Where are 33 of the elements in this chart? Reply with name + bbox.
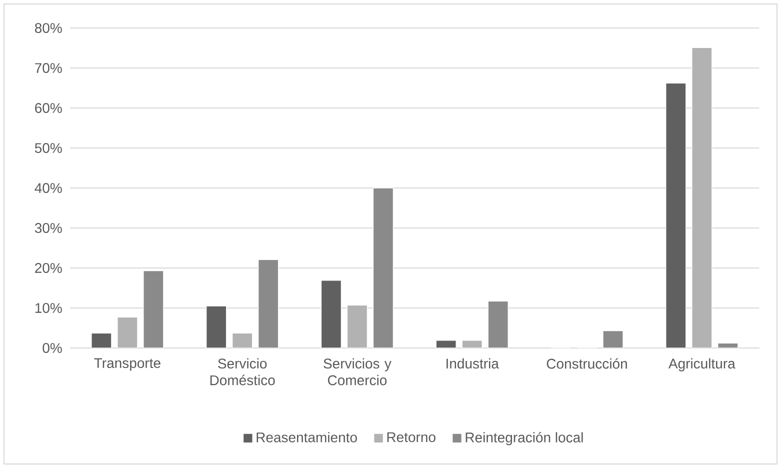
y-tick-label: 30% — [34, 223, 62, 233]
bar — [143, 270, 164, 348]
bar — [206, 306, 227, 348]
bar — [436, 340, 456, 348]
y-tick-label: 60% — [35, 103, 62, 113]
x-tick-label: Agricultura — [668, 358, 736, 372]
bar — [488, 300, 508, 348]
y-tick-label: 40% — [34, 183, 62, 193]
y-tick-label: 20% — [35, 263, 62, 273]
y-tick-label: 0% — [42, 343, 62, 353]
bar — [320, 280, 342, 348]
bar — [91, 332, 112, 348]
y-tick-label: 70% — [35, 63, 62, 73]
x-tick-label: Transporte — [94, 358, 160, 371]
x-tick-label: Servicio Doméstico — [210, 358, 275, 386]
bar — [666, 82, 686, 348]
bar — [232, 332, 253, 348]
bar — [692, 47, 712, 348]
y-tick-label: 80% — [34, 23, 62, 33]
bar — [258, 259, 279, 348]
y-tick-label: 50% — [34, 143, 62, 153]
x-tick-label: Construcción — [546, 358, 627, 369]
x-tick-label: Industria — [446, 358, 499, 369]
bar — [372, 188, 394, 348]
y-tick-label: 10% — [35, 303, 62, 313]
bar — [117, 316, 138, 348]
x-tick-label: Servicios y Comercio — [324, 358, 392, 386]
legend-label: Reasentamiento — [256, 432, 357, 442]
legend-label: Reintegración local — [466, 432, 583, 446]
bar — [346, 304, 368, 348]
bar — [602, 330, 624, 348]
bar — [462, 340, 482, 348]
legend-label: Retorno — [387, 432, 436, 442]
